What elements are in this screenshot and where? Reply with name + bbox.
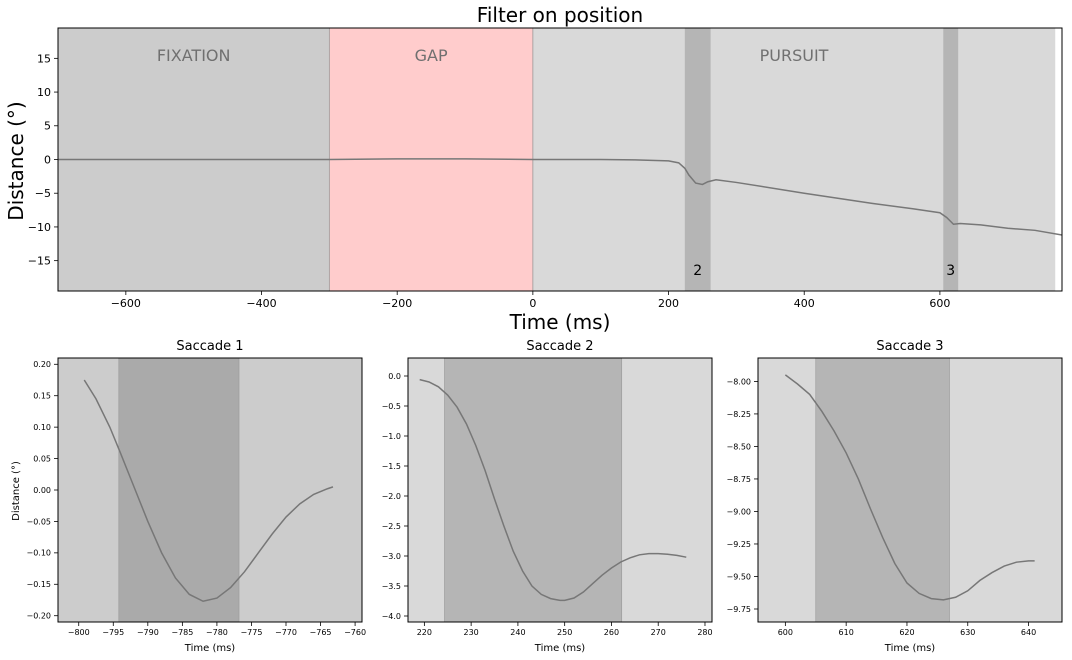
saccade-1-band bbox=[118, 358, 240, 622]
saccade-1-x-axis-label: Time (ms) bbox=[184, 643, 236, 654]
saccade-1-x-tick-label: −775 bbox=[240, 628, 262, 637]
saccade-2-frame bbox=[407, 357, 713, 623]
main-y-tick-label: 15 bbox=[37, 52, 51, 65]
saccade-3-line bbox=[784, 374, 1035, 601]
main-x-tick-label: 0 bbox=[529, 297, 536, 310]
saccade-3-y-tick-label: −9.75 bbox=[726, 605, 751, 614]
saccade-3-y-tick-label: −9.00 bbox=[726, 507, 751, 516]
main-chart: Filter on position 2 3 FIXATION GAP PURSUIT −… bbox=[4, 3, 1063, 334]
phase-label-gap: GAP bbox=[415, 46, 448, 65]
saccade-3-x-tick-label: 630 bbox=[960, 628, 975, 637]
main-y-axis-label: Distance (°) bbox=[4, 101, 28, 220]
main-y-tick-label: −10 bbox=[28, 221, 51, 234]
saccade-1-y-tick-label: 0.00 bbox=[33, 486, 51, 495]
saccade-2-y-tick-label: −2.5 bbox=[382, 522, 401, 531]
saccade-2-x-tick-label: 220 bbox=[417, 628, 432, 637]
main-y-tick-label: 0 bbox=[44, 153, 51, 166]
saccade-1-y-tick-label: −0.15 bbox=[26, 580, 51, 589]
saccade-2-x-tick-label: 270 bbox=[651, 628, 666, 637]
saccade-1-x-tick-label: −780 bbox=[206, 628, 228, 637]
saccade-1-chart: Saccade 1 −800 −795 −790 −785 −780 −775 −770 −7… bbox=[11, 339, 366, 654]
saccade-1-x-tick-label: −790 bbox=[137, 628, 159, 637]
main-position-line bbox=[58, 158, 1062, 236]
saccade-2-y-tick-label: −1.0 bbox=[382, 432, 401, 441]
main-x-tick-label: 200 bbox=[658, 297, 679, 310]
saccade-1-x-tick-label: −795 bbox=[102, 628, 124, 637]
saccade-1-y-tick-label: 0.05 bbox=[33, 454, 51, 463]
saccade-2-y-tick-label: −2.0 bbox=[382, 492, 401, 501]
saccade-2-x-tick-label: 230 bbox=[463, 628, 478, 637]
saccade-3-x-tick-label: 640 bbox=[1021, 628, 1036, 637]
saccade-1-y-tick-label: 0.20 bbox=[33, 360, 51, 369]
saccade-2-y-tick-label: −4.0 bbox=[382, 612, 401, 621]
saccade-1-plot-area: −800 −795 −790 −785 −780 −775 −770 −765 −760 0.20… bbox=[26, 357, 366, 637]
saccade-2-y-tick-label: −0.5 bbox=[382, 402, 401, 411]
main-y-tick-label: 5 bbox=[44, 120, 51, 133]
main-title: Filter on position bbox=[477, 3, 643, 27]
saccade-3-chart: Saccade 3 600 610 620 630 640 −8.00 −8.25 −8.50… bbox=[726, 339, 1063, 654]
saccade-2-x-tick-label: 250 bbox=[557, 628, 572, 637]
main-plot-area: 2 3 FIXATION GAP PURSUIT −600 −400 −200 0 200 400 6… bbox=[28, 27, 1063, 310]
saccade-2-y-tick-label: −3.0 bbox=[382, 552, 401, 561]
main-x-tick-label: 600 bbox=[929, 297, 950, 310]
saccade-1-x-tick-label: −760 bbox=[344, 628, 366, 637]
main-x-tick-label: −400 bbox=[246, 297, 276, 310]
saccade-2-plot-area: 220 230 240 250 260 270 280 0.0 −0.5 −1.0 −1.5 −2.0… bbox=[382, 357, 713, 637]
main-x-tick-label: −200 bbox=[382, 297, 412, 310]
saccade-2-x-tick-label: 260 bbox=[604, 628, 619, 637]
phase-label-fixation: FIXATION bbox=[157, 46, 231, 65]
main-y-tick-label: −5 bbox=[35, 187, 51, 200]
main-x-axis-label: Time (ms) bbox=[509, 310, 611, 334]
saccade-2-band bbox=[444, 358, 622, 622]
saccade-2-title: Saccade 2 bbox=[526, 339, 593, 354]
saccade-1-y-tick-label: −0.20 bbox=[26, 612, 51, 621]
saccade-2-y-tick-label: −1.5 bbox=[382, 462, 401, 471]
phase-label-pursuit: PURSUIT bbox=[760, 46, 829, 65]
saccade-3-x-axis-label: Time (ms) bbox=[884, 643, 936, 654]
saccade-1-x-tick-label: −765 bbox=[310, 628, 332, 637]
saccade-2-x-tick-label: 240 bbox=[510, 628, 525, 637]
saccade-2-chart: Saccade 2 220 230 240 250 260 270 280 0.0 −0.5 −1… bbox=[382, 339, 713, 654]
saccade-2-y-tick-label: 0.0 bbox=[388, 372, 401, 381]
saccade-2-y-tick-label: −3.5 bbox=[382, 582, 401, 591]
saccade-1-y-tick-label: −0.10 bbox=[26, 549, 51, 558]
saccade-2-x-tick-label: 280 bbox=[697, 628, 712, 637]
saccade-band-label-2: 2 bbox=[693, 263, 702, 279]
saccade-3-x-tick-label: 620 bbox=[899, 628, 914, 637]
saccade-2-x-axis-label: Time (ms) bbox=[534, 643, 586, 654]
main-x-tick-label: 400 bbox=[794, 297, 815, 310]
saccade-1-y-tick-label: 0.15 bbox=[33, 392, 51, 401]
saccade-1-x-tick-label: −770 bbox=[275, 628, 297, 637]
saccade-3-y-tick-label: −9.50 bbox=[726, 572, 751, 581]
main-y-tick-label: 10 bbox=[37, 86, 51, 99]
saccade-3-x-tick-label: 610 bbox=[839, 628, 854, 637]
saccade-2-line bbox=[419, 378, 687, 602]
main-plot-content bbox=[58, 28, 1062, 291]
saccade-3-y-tick-label: −8.50 bbox=[726, 442, 751, 451]
main-y-tick-label: −15 bbox=[28, 255, 51, 268]
saccade-3-y-tick-label: −9.25 bbox=[726, 540, 751, 549]
main-x-tick-label: −600 bbox=[111, 297, 141, 310]
saccade-1-line bbox=[83, 379, 334, 603]
saccade-1-x-tick-label: −785 bbox=[171, 628, 193, 637]
saccade-band-label-3: 3 bbox=[946, 263, 955, 279]
saccade-1-title: Saccade 1 bbox=[176, 339, 243, 354]
saccade-3-y-tick-label: −8.25 bbox=[726, 410, 751, 419]
saccade-3-title: Saccade 3 bbox=[876, 339, 943, 354]
saccade-3-x-tick-label: 600 bbox=[778, 628, 793, 637]
saccade-band-2 bbox=[684, 28, 711, 291]
saccade-3-band bbox=[815, 358, 950, 622]
saccade-1-y-axis-label: Distance (°) bbox=[11, 461, 22, 521]
saccade-3-frame bbox=[757, 357, 1063, 623]
saccade-band-3 bbox=[943, 28, 959, 291]
saccade-1-y-tick-label: 0.10 bbox=[33, 423, 51, 432]
saccade-1-x-tick-label: −800 bbox=[68, 628, 90, 637]
saccade-3-plot-area: 600 610 620 630 640 −8.00 −8.25 −8.50 −8.75 −9.00… bbox=[726, 357, 1063, 637]
saccade-3-y-tick-label: −8.75 bbox=[726, 475, 751, 484]
saccade-3-y-tick-label: −8.00 bbox=[726, 377, 751, 386]
saccade-1-y-tick-label: −0.05 bbox=[26, 517, 51, 526]
